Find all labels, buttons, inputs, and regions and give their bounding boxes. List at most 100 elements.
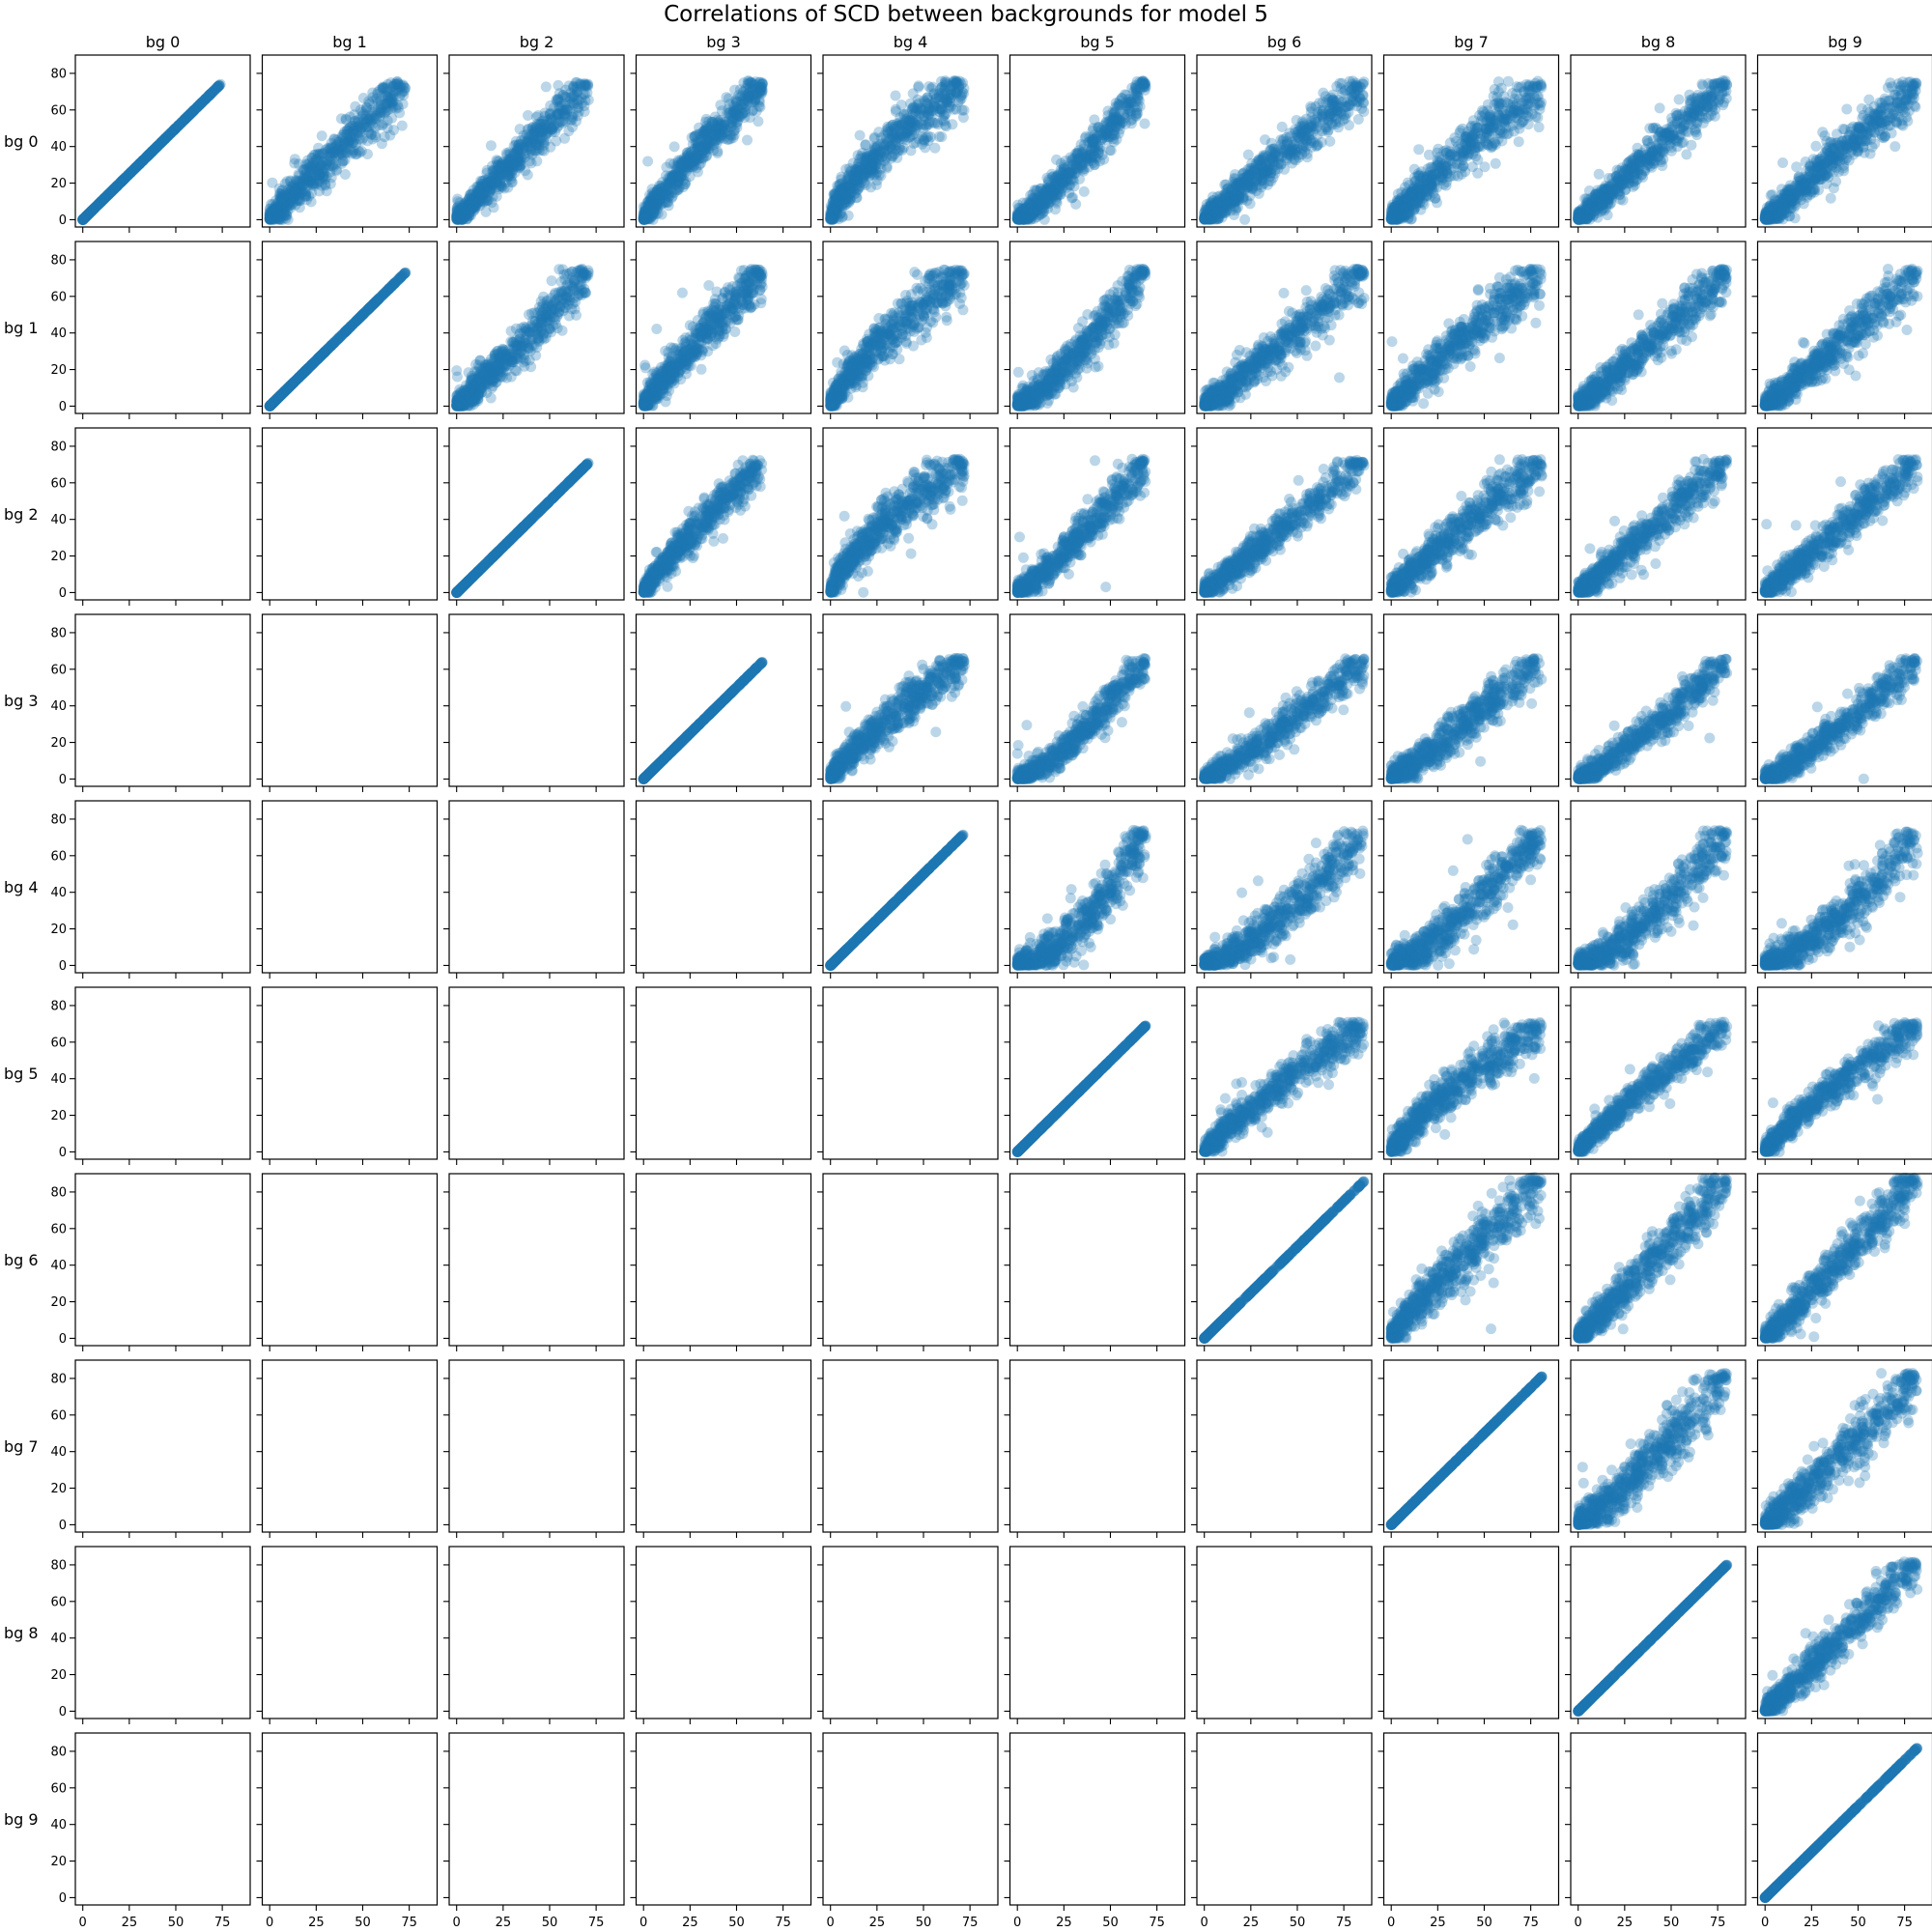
data-point bbox=[901, 128, 912, 138]
data-point bbox=[337, 130, 348, 141]
data-point bbox=[266, 211, 276, 221]
data-point bbox=[84, 208, 95, 218]
column-label: bg 0 bbox=[146, 33, 181, 51]
column-label: bg 1 bbox=[332, 33, 367, 51]
data-point bbox=[475, 190, 486, 201]
data-point bbox=[862, 166, 872, 177]
y-tick-label: 20 bbox=[50, 177, 67, 191]
data-point bbox=[869, 132, 880, 143]
row-label: bg 0 bbox=[4, 132, 39, 151]
data-point bbox=[554, 100, 565, 111]
data-point bbox=[520, 149, 530, 159]
data-point bbox=[317, 149, 327, 159]
data-point bbox=[553, 80, 563, 91]
data-point bbox=[696, 141, 706, 152]
data-point bbox=[137, 156, 148, 166]
data-point bbox=[535, 134, 546, 145]
data-point bbox=[956, 90, 967, 100]
data-point bbox=[123, 170, 133, 181]
panel-r0-c3: bg 3 bbox=[631, 33, 811, 233]
data-point bbox=[547, 127, 557, 137]
data-point bbox=[669, 141, 680, 152]
data-point bbox=[873, 154, 884, 164]
data-point bbox=[386, 95, 397, 105]
data-point bbox=[934, 131, 945, 142]
data-point bbox=[857, 153, 867, 163]
data-point bbox=[1087, 137, 1097, 148]
data-point bbox=[682, 161, 693, 172]
data-point bbox=[537, 145, 548, 156]
data-point bbox=[855, 130, 866, 141]
data-point bbox=[726, 120, 737, 130]
data-point bbox=[891, 91, 901, 101]
data-point bbox=[575, 78, 585, 89]
panel-r0-c2: bg 2 bbox=[443, 33, 624, 233]
data-point bbox=[165, 128, 176, 138]
data-point bbox=[560, 116, 571, 127]
data-point bbox=[913, 82, 923, 93]
data-point bbox=[740, 104, 751, 115]
data-point bbox=[501, 177, 512, 187]
data-point bbox=[94, 198, 104, 209]
data-point bbox=[1050, 204, 1061, 214]
data-point bbox=[526, 157, 537, 168]
data-point bbox=[192, 101, 203, 112]
data-point bbox=[861, 139, 871, 150]
panel-r0-c4: bg 4 bbox=[817, 33, 998, 233]
data-point bbox=[501, 168, 512, 179]
data-point bbox=[871, 180, 882, 190]
data-point bbox=[184, 110, 194, 121]
data-point bbox=[290, 154, 300, 164]
data-point bbox=[363, 128, 374, 138]
data-point bbox=[523, 170, 533, 181]
panel-r0-c1: bg 1 bbox=[257, 33, 438, 233]
data-point bbox=[317, 130, 327, 141]
data-point bbox=[914, 98, 924, 108]
column-label: bg 2 bbox=[520, 33, 554, 51]
data-point bbox=[939, 116, 950, 127]
data-point bbox=[874, 170, 885, 181]
data-point bbox=[546, 113, 556, 124]
data-point bbox=[754, 88, 765, 99]
data-point bbox=[870, 143, 881, 154]
data-point bbox=[519, 130, 529, 141]
data-point bbox=[1103, 105, 1114, 116]
data-point bbox=[928, 88, 939, 99]
data-point bbox=[757, 77, 768, 88]
data-point bbox=[657, 177, 668, 187]
data-point bbox=[721, 92, 731, 102]
data-point bbox=[667, 172, 677, 183]
data-point bbox=[103, 189, 114, 200]
data-point bbox=[880, 139, 891, 150]
data-point bbox=[511, 157, 522, 168]
data-point bbox=[342, 147, 353, 157]
data-point bbox=[700, 117, 711, 128]
data-point bbox=[676, 171, 687, 182]
data-point bbox=[388, 125, 399, 135]
data-point bbox=[501, 148, 512, 158]
data-point bbox=[371, 94, 382, 104]
y-tick-label: 0 bbox=[59, 213, 67, 228]
data-point bbox=[322, 185, 332, 196]
data-point bbox=[888, 152, 898, 162]
data-point bbox=[533, 110, 544, 121]
data-point bbox=[742, 135, 753, 146]
data-point bbox=[940, 77, 951, 88]
data-point bbox=[312, 164, 323, 175]
scatter-points bbox=[639, 75, 768, 225]
data-point bbox=[909, 138, 920, 149]
y-tick-label: 60 bbox=[50, 103, 67, 118]
data-point bbox=[298, 180, 309, 190]
data-point bbox=[489, 202, 499, 213]
scatter-points bbox=[825, 75, 969, 225]
data-point bbox=[510, 140, 521, 151]
data-point bbox=[744, 88, 754, 99]
data-point bbox=[712, 148, 723, 158]
scatter-points bbox=[1012, 75, 1151, 225]
y-tick-label: 40 bbox=[50, 140, 67, 155]
data-point bbox=[924, 109, 935, 120]
data-point bbox=[397, 86, 408, 97]
data-point bbox=[349, 109, 359, 120]
